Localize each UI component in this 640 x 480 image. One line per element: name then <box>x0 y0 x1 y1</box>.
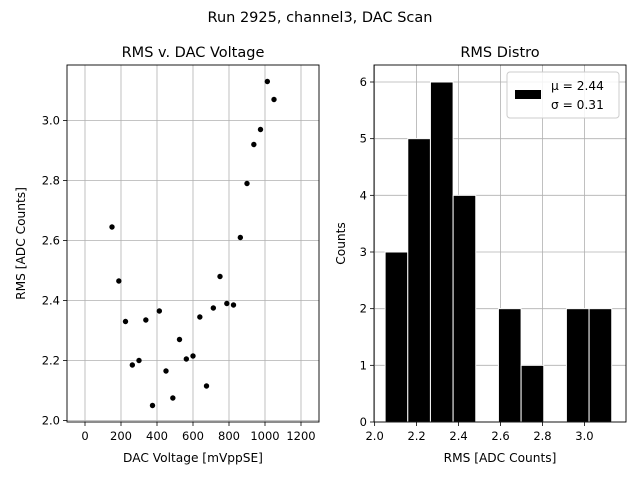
scatter-point <box>136 357 142 364</box>
legend-sigma-label: σ = 0.31 <box>551 98 604 112</box>
scatter-point <box>264 78 271 85</box>
h-y-tick-label: 6 <box>360 75 367 89</box>
s-x-tick-label: 1200 <box>286 429 315 443</box>
histogram-x-ticks: 2.0 2.2 2.4 2.6 2.8 3.0 <box>365 422 594 443</box>
h-y-tick-label: 2 <box>360 302 367 316</box>
s-x-tick-label: 1000 <box>250 429 279 443</box>
histogram-title: RMS Distro <box>460 45 539 61</box>
s-x-tick-label: 800 <box>218 429 240 443</box>
histogram-bar <box>565 308 590 423</box>
histogram-x-axis-label: RMS [ADC Counts] <box>444 451 557 465</box>
histogram-bar <box>429 81 454 423</box>
s-y-tick-label: 2.6 <box>42 234 60 248</box>
scatter-title: RMS v. DAC Voltage <box>122 45 265 61</box>
scatter-point <box>122 318 129 325</box>
h-x-tick-label: 2.2 <box>407 429 425 443</box>
scatter-point <box>109 224 115 230</box>
scatter-point <box>257 126 264 133</box>
scatter-point <box>170 395 176 401</box>
histogram-y-ticks: 0 1 2 3 4 5 6 <box>360 75 374 429</box>
histogram-panel: 2.0 2.2 2.4 2.6 2.8 3.0 0 1 2 3 4 5 6 RMS Distro RM… <box>334 45 627 465</box>
h-x-tick-label: 2.8 <box>533 429 551 443</box>
scatter-x-axis-label: DAC Voltage [mVppSE] <box>123 451 263 465</box>
h-x-tick-label: 3.0 <box>575 429 593 443</box>
scatter-point <box>237 234 244 241</box>
legend-frame <box>506 71 620 119</box>
legend-swatch <box>515 90 541 99</box>
h-x-tick-label: 2.6 <box>491 429 509 443</box>
scatter-point <box>129 362 136 368</box>
scatter-point <box>149 402 156 409</box>
histogram-legend: μ = 2.44 σ = 0.31 <box>506 71 620 119</box>
s-x-tick-label: 200 <box>110 429 132 443</box>
scatter-point <box>230 302 237 308</box>
scatter-point <box>156 308 163 314</box>
scatter-point <box>116 278 122 284</box>
scatter-grid <box>67 65 319 422</box>
scatter-point <box>197 314 203 320</box>
s-y-tick-label: 2.4 <box>42 294 60 308</box>
scatter-points <box>109 78 277 409</box>
scatter-point <box>251 141 257 148</box>
scatter-y-axis-label: RMS [ADC Counts] <box>14 187 28 300</box>
scatter-point <box>271 96 277 103</box>
s-x-tick-label: 600 <box>182 429 204 443</box>
s-x-tick-label: 0 <box>81 429 88 443</box>
histogram-bar <box>452 194 477 423</box>
scatter-x-ticks: 0 200 400 600 800 1000 1200 <box>81 422 316 443</box>
scatter-point <box>163 368 169 374</box>
legend-mu-label: μ = 2.44 <box>551 79 604 93</box>
scatter-point <box>244 180 250 187</box>
scatter-point <box>224 300 230 307</box>
histogram-bar <box>407 138 431 423</box>
s-x-tick-label: 400 <box>146 429 168 443</box>
histogram-bar <box>588 308 613 423</box>
s-y-tick-label: 2.0 <box>42 414 60 428</box>
scatter-point <box>176 336 183 343</box>
scatter-point <box>210 305 217 311</box>
histogram-bar <box>384 251 409 423</box>
h-y-tick-label: 0 <box>360 415 367 429</box>
scatter-y-ticks: 2.0 2.2 2.4 2.6 2.8 3.0 <box>42 114 67 428</box>
scatter-point <box>203 383 210 389</box>
scatter-point <box>217 273 223 280</box>
s-y-tick-label: 2.2 <box>42 354 60 368</box>
h-y-tick-label: 3 <box>360 245 367 259</box>
histogram-bar <box>520 364 545 423</box>
h-x-tick-label: 2.0 <box>365 429 383 443</box>
scatter-panel: 0 200 400 600 800 1000 1200 2.0 2.2 2.4 2.6 2.8 3.0… <box>14 45 320 465</box>
histogram-y-axis-label: Counts <box>334 222 348 265</box>
scatter-point <box>143 317 149 323</box>
histogram-bar <box>497 308 522 423</box>
h-x-tick-label: 2.4 <box>449 429 467 443</box>
h-y-tick-label: 4 <box>360 188 367 202</box>
h-y-tick-label: 5 <box>360 132 367 146</box>
s-y-tick-label: 3.0 <box>42 114 60 128</box>
scatter-point <box>190 353 196 359</box>
histogram-axes-frame <box>373 64 627 423</box>
figure-suptitle: Run 2925, channel3, DAC Scan <box>208 10 433 26</box>
scatter-point <box>183 356 190 362</box>
h-y-tick-label: 1 <box>360 358 367 372</box>
s-y-tick-label: 2.8 <box>42 174 60 188</box>
